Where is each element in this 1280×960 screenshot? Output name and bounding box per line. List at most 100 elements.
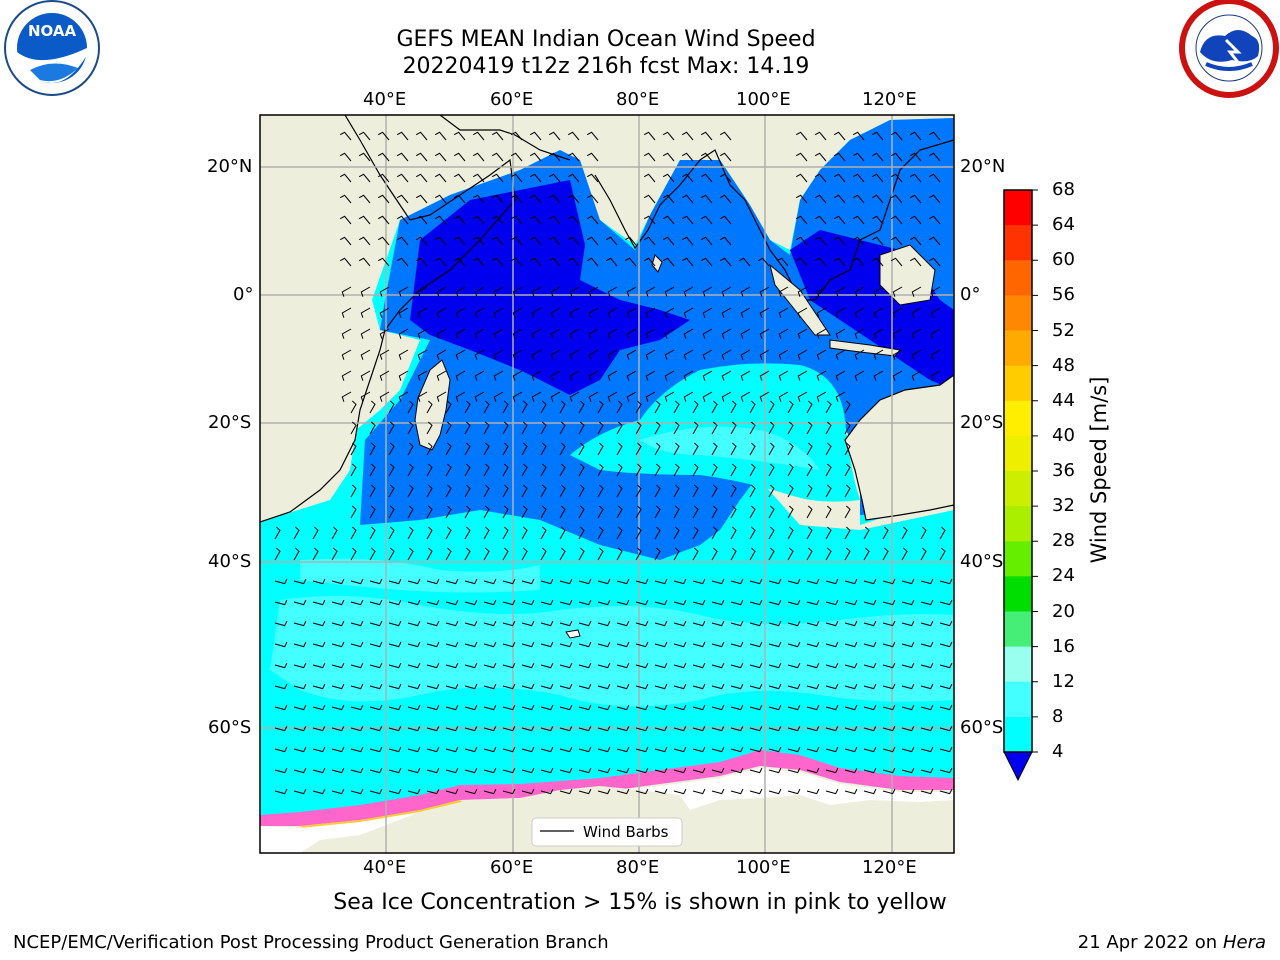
wind-barb <box>293 683 307 690</box>
wind-barb <box>407 767 421 774</box>
wind-barb <box>426 484 433 498</box>
wind-barb <box>806 683 820 690</box>
wind-barb <box>863 547 870 561</box>
colorbar-under-arrow <box>1003 751 1033 782</box>
wind-barb <box>939 662 953 669</box>
wind-barb <box>559 578 573 585</box>
wind-barb <box>806 463 813 477</box>
wind-barb <box>597 463 604 477</box>
wind-barb <box>681 257 694 267</box>
wind-barb <box>350 463 357 477</box>
wind-barb <box>768 641 782 648</box>
wind-barb <box>491 194 504 204</box>
wind-barb <box>531 307 542 318</box>
wind-barb <box>512 391 523 402</box>
wind-barb <box>806 578 820 585</box>
colorbar-segment <box>1004 260 1032 296</box>
wind-barb <box>358 215 371 225</box>
wind-barb <box>453 173 466 183</box>
wind-barb <box>388 641 402 648</box>
wind-barb <box>483 505 490 519</box>
wind-barb <box>683 286 694 297</box>
wind-barb <box>635 662 649 669</box>
wind-barb <box>702 286 713 297</box>
wind-barb <box>502 641 516 648</box>
wind-barb <box>529 194 542 204</box>
wind-barb <box>493 286 504 297</box>
wind-barb <box>350 788 364 795</box>
wind-barb <box>350 599 364 606</box>
wind-barb <box>531 286 542 297</box>
wind-barb <box>930 370 941 381</box>
wind-barb <box>369 442 376 456</box>
wind-barb <box>426 599 440 606</box>
colorbar-tick-label: 12 <box>1052 670 1075 692</box>
wind-barb <box>502 505 509 519</box>
wind-barb <box>369 547 376 561</box>
wind-barb <box>749 547 756 561</box>
wind-barb <box>464 578 478 585</box>
wind-barb <box>407 620 421 627</box>
wind-barb <box>521 505 528 519</box>
colorbar-segment <box>1004 506 1032 542</box>
wind-barb <box>882 683 896 690</box>
wind-barb <box>616 746 630 753</box>
lat-tick-left-60s: 60°S <box>208 717 252 738</box>
wind-barb <box>312 746 326 753</box>
wind-barb <box>816 328 827 339</box>
wind-barb <box>787 683 801 690</box>
wind-barb <box>616 662 630 669</box>
wind-barb <box>778 328 789 339</box>
wind-barb <box>407 662 421 669</box>
wind-barb <box>711 725 725 732</box>
wind-barb <box>483 526 490 540</box>
wind-barb <box>540 442 547 456</box>
wind-barb <box>844 547 851 561</box>
wind-barb <box>521 400 528 414</box>
wind-barb <box>578 704 592 711</box>
wind-barb <box>567 215 580 225</box>
wind-barb <box>550 328 561 339</box>
wind-barb <box>464 683 478 690</box>
wind-barb <box>559 725 573 732</box>
wind-barb <box>928 257 941 267</box>
wind-barb <box>863 620 877 627</box>
wind-barb <box>654 505 661 519</box>
wind-barb <box>730 463 737 477</box>
wind-barb <box>398 328 409 339</box>
wind-barb <box>472 152 485 162</box>
wind-barb <box>635 421 642 435</box>
wind-barb <box>795 236 808 246</box>
wind-barb <box>852 257 865 267</box>
wind-barb <box>597 683 611 690</box>
wind-barb <box>787 526 794 540</box>
wind-barb <box>816 307 827 318</box>
wind-barb <box>920 746 934 753</box>
wind-barb <box>768 442 775 456</box>
wind-barb <box>721 286 732 297</box>
wind-barb <box>578 683 592 690</box>
wind-barb <box>607 370 618 381</box>
wind-barb <box>920 662 934 669</box>
colorbar-segment <box>1004 295 1032 331</box>
lon-tick-top-40e: 40°E <box>363 89 407 110</box>
wind-barb <box>540 484 547 498</box>
wind-barb <box>483 484 490 498</box>
wind-barb <box>407 683 421 690</box>
wind-barb <box>844 599 858 606</box>
wind-barb <box>719 236 732 246</box>
wind-barb <box>586 236 599 246</box>
wind-barb <box>863 641 877 648</box>
wind-barb <box>930 307 941 318</box>
wind-barb <box>711 526 718 540</box>
wind-barb <box>388 505 395 519</box>
wind-barb <box>825 641 839 648</box>
wind-barb <box>920 767 934 774</box>
wind-barb <box>396 257 409 267</box>
wind-barb <box>341 286 352 297</box>
wind-barb <box>388 547 395 561</box>
wind-barb <box>521 599 535 606</box>
wind-barb <box>854 307 865 318</box>
wind-barb <box>388 746 402 753</box>
wind-barb <box>616 463 623 477</box>
